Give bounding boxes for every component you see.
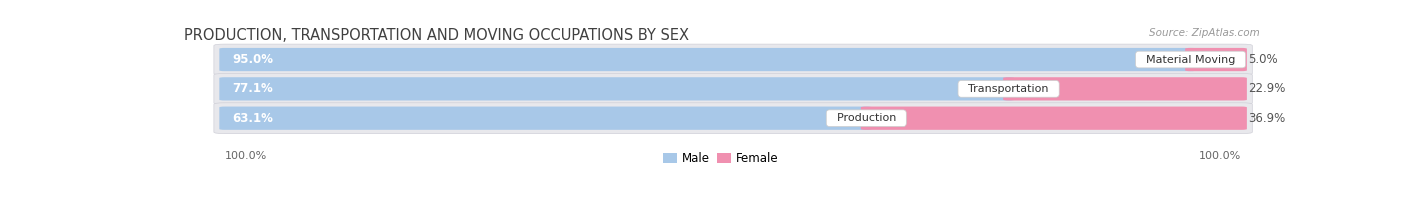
FancyBboxPatch shape — [214, 103, 1253, 134]
Text: 100.0%: 100.0% — [225, 151, 267, 161]
FancyBboxPatch shape — [860, 107, 1247, 130]
Text: Transportation: Transportation — [962, 84, 1056, 94]
FancyBboxPatch shape — [214, 73, 1253, 104]
Legend: Male, Female: Male, Female — [658, 147, 783, 169]
FancyBboxPatch shape — [214, 44, 1253, 75]
Text: Production: Production — [830, 113, 903, 123]
Text: 63.1%: 63.1% — [232, 112, 273, 125]
FancyBboxPatch shape — [219, 107, 872, 130]
Text: 77.1%: 77.1% — [232, 82, 273, 95]
Text: 95.0%: 95.0% — [232, 53, 273, 66]
Text: 22.9%: 22.9% — [1249, 82, 1285, 95]
Text: 5.0%: 5.0% — [1249, 53, 1278, 66]
Text: 100.0%: 100.0% — [1199, 151, 1241, 161]
FancyBboxPatch shape — [219, 77, 1014, 100]
FancyBboxPatch shape — [219, 48, 1197, 71]
Text: Material Moving: Material Moving — [1139, 55, 1243, 65]
Text: 36.9%: 36.9% — [1249, 112, 1285, 125]
Text: PRODUCTION, TRANSPORTATION AND MOVING OCCUPATIONS BY SEX: PRODUCTION, TRANSPORTATION AND MOVING OC… — [184, 28, 689, 43]
FancyBboxPatch shape — [1002, 77, 1247, 100]
FancyBboxPatch shape — [1185, 48, 1247, 71]
Text: Source: ZipAtlas.com: Source: ZipAtlas.com — [1149, 28, 1260, 38]
